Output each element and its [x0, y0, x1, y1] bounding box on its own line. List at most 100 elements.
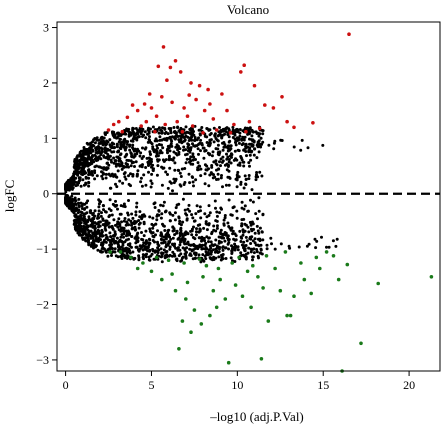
point-not-significant [148, 138, 152, 142]
point-not-significant [169, 131, 173, 135]
point-not-significant [83, 227, 87, 231]
point-not-significant [127, 237, 130, 241]
point-not-significant [218, 126, 221, 129]
point-not-significant [240, 236, 244, 240]
point-not-significant [240, 218, 244, 222]
point-not-significant [261, 212, 265, 216]
point-up [232, 122, 236, 127]
point-not-significant [182, 240, 186, 244]
point-not-significant [208, 153, 212, 157]
point-not-significant [185, 217, 189, 221]
point-not-significant [161, 126, 164, 130]
point-not-significant [187, 203, 191, 207]
point-not-significant [233, 248, 237, 252]
point-not-significant [181, 255, 185, 259]
point-not-significant [187, 172, 191, 176]
point-not-significant [171, 213, 175, 217]
point-not-significant [242, 253, 246, 257]
point-not-significant [208, 173, 212, 177]
point-not-significant [227, 247, 230, 251]
point-not-significant [198, 164, 202, 168]
point-not-significant [101, 177, 105, 181]
point-not-significant [108, 154, 112, 158]
point-not-significant [203, 212, 207, 216]
y-tick-label: −1 [36, 242, 49, 256]
point-not-significant [207, 248, 211, 252]
point-not-significant [249, 150, 253, 154]
point-not-significant [127, 165, 130, 169]
point-not-significant [120, 220, 123, 224]
point-down [302, 277, 307, 282]
point-not-significant [134, 213, 138, 217]
point-up [202, 108, 207, 113]
point-up [247, 119, 252, 124]
point-up [173, 59, 178, 63]
point-not-significant [168, 219, 172, 223]
point-not-significant [96, 248, 100, 252]
point-down [182, 261, 186, 265]
point-not-significant [248, 142, 251, 146]
point-not-significant [77, 230, 81, 234]
point-not-significant [134, 228, 138, 231]
point-not-significant [169, 181, 173, 185]
point-not-significant [258, 132, 262, 136]
point-down [324, 250, 329, 254]
point-not-significant [188, 181, 192, 185]
point-not-significant [115, 185, 119, 189]
point-not-significant [185, 213, 189, 217]
point-not-significant [212, 255, 216, 259]
point-not-significant [124, 249, 128, 253]
point-not-significant [243, 204, 247, 208]
point-not-significant [116, 207, 119, 211]
point-not-significant [85, 205, 89, 209]
point-not-significant [151, 147, 155, 151]
point-not-significant [122, 132, 126, 136]
point-not-significant [105, 139, 109, 143]
point-not-significant [134, 210, 138, 214]
point-not-significant [90, 170, 94, 173]
point-down [278, 288, 283, 293]
point-not-significant [225, 168, 229, 172]
point-not-significant [101, 172, 105, 176]
point-up [239, 70, 243, 74]
point-not-significant [176, 135, 180, 138]
point-not-significant [325, 245, 328, 249]
point-not-significant [110, 141, 114, 145]
point-not-significant [194, 256, 197, 260]
point-not-significant [181, 236, 185, 239]
point-not-significant [261, 140, 265, 144]
point-not-significant [93, 141, 97, 145]
point-not-significant [102, 136, 106, 140]
point-not-significant [73, 221, 77, 225]
point-not-significant [199, 149, 202, 153]
point-not-significant [241, 129, 245, 133]
point-not-significant [79, 157, 83, 161]
point-not-significant [104, 240, 108, 244]
point-not-significant [78, 163, 82, 166]
point-not-significant [161, 251, 165, 255]
point-not-significant [111, 226, 114, 230]
point-not-significant [158, 151, 162, 155]
point-not-significant [143, 130, 147, 134]
point-not-significant [120, 161, 124, 165]
point-not-significant [156, 251, 160, 255]
point-not-significant [165, 250, 169, 253]
point-not-significant [93, 165, 97, 169]
point-down [129, 255, 133, 260]
point-up [271, 106, 276, 110]
point-up [201, 131, 205, 135]
point-not-significant [102, 204, 105, 208]
point-not-significant [236, 170, 240, 174]
point-not-significant [141, 243, 145, 247]
point-not-significant [140, 231, 143, 234]
point-not-significant [218, 160, 221, 164]
point-down [201, 275, 205, 279]
point-not-significant [205, 235, 209, 239]
point-not-significant [204, 250, 208, 254]
point-not-significant [168, 247, 172, 251]
point-not-significant [226, 146, 230, 150]
point-not-significant [306, 146, 310, 150]
point-not-significant [210, 154, 214, 158]
point-not-significant [150, 222, 154, 226]
point-up [242, 63, 246, 67]
